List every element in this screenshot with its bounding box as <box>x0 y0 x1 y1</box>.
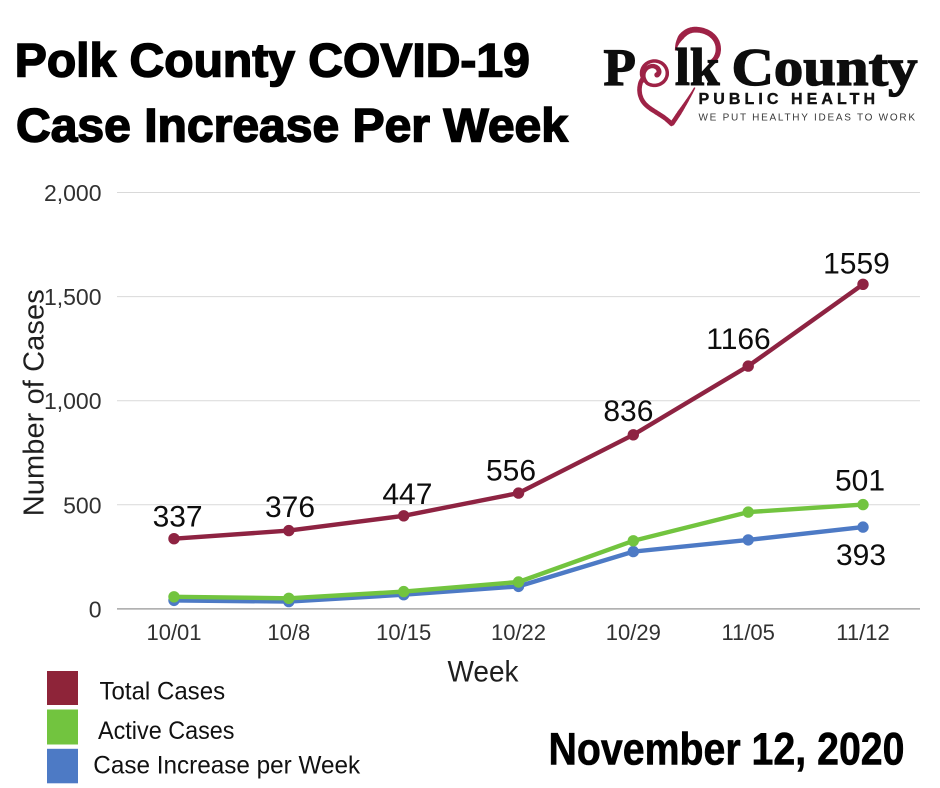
svg-text:556: 556 <box>486 455 536 488</box>
svg-text:Case Increase per Week: Case Increase per Week <box>93 752 360 780</box>
svg-text:Total Cases: Total Cases <box>100 678 226 706</box>
svg-text:Polk County COVID-19: Polk County COVID-19 <box>15 34 530 87</box>
svg-text:376: 376 <box>265 491 315 524</box>
svg-text:2,000: 2,000 <box>44 180 102 206</box>
svg-text:1,000: 1,000 <box>44 388 102 414</box>
svg-text:10/22: 10/22 <box>491 620 546 645</box>
svg-text:WE PUT HEALTHY IDEAS TO WORK: WE PUT HEALTHY IDEAS TO WORK <box>699 113 916 124</box>
svg-text:0: 0 <box>89 596 102 622</box>
svg-text:10/15: 10/15 <box>376 620 431 645</box>
svg-text:10/8: 10/8 <box>267 620 310 645</box>
svg-text:10/01: 10/01 <box>146 620 201 645</box>
svg-text:Number of Cases: Number of Cases <box>19 289 51 516</box>
svg-text:337: 337 <box>153 501 203 534</box>
svg-text:Case Increase Per Week: Case Increase Per Week <box>16 99 569 152</box>
svg-text:836: 836 <box>603 395 653 428</box>
svg-text:447: 447 <box>382 478 432 511</box>
svg-text:1559: 1559 <box>823 248 890 281</box>
svg-text:1166: 1166 <box>706 323 771 356</box>
svg-text:10/29: 10/29 <box>606 620 661 645</box>
svg-text:1,500: 1,500 <box>44 284 102 310</box>
svg-text:Week: Week <box>448 656 520 689</box>
svg-text:lk: lk <box>675 39 720 97</box>
svg-text:November 12, 2020: November 12, 2020 <box>549 724 905 775</box>
svg-text:393: 393 <box>836 539 886 572</box>
svg-text:500: 500 <box>63 492 101 518</box>
svg-text:501: 501 <box>835 465 885 498</box>
svg-text:Active Cases: Active Cases <box>98 717 235 745</box>
svg-text:11/12: 11/12 <box>836 620 889 645</box>
svg-text:11/05: 11/05 <box>721 620 774 645</box>
svg-text:P: P <box>604 39 636 97</box>
svg-text:County: County <box>732 39 918 97</box>
